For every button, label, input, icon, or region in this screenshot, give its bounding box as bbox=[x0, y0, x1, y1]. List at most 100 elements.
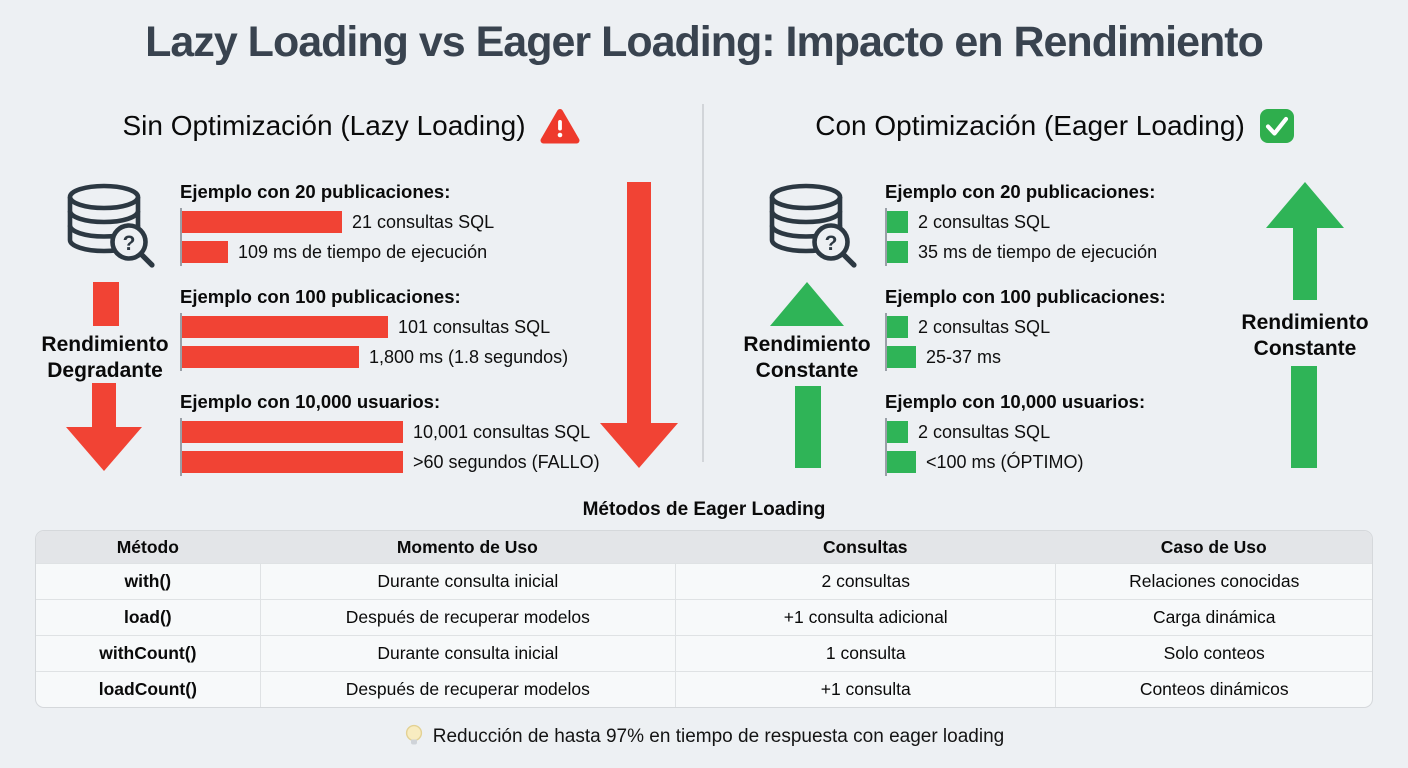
table-cell: +1 consulta bbox=[675, 671, 1056, 707]
red-bar bbox=[182, 421, 403, 443]
svg-text:?: ? bbox=[825, 232, 838, 255]
big-down-arrow-icon bbox=[600, 182, 678, 468]
column-header: Consultas bbox=[675, 531, 1056, 563]
bar-row: 25-37 ms bbox=[887, 346, 1166, 368]
right-panel-heading: Con Optimización (Eager Loading) bbox=[815, 110, 1245, 141]
left-side-label: Rendimiento Degradante bbox=[14, 332, 196, 384]
bar-label: >60 segundos (FALLO) bbox=[413, 451, 600, 472]
bar-row: 2 consultas SQL bbox=[887, 211, 1157, 233]
table-cell: Carga dinámica bbox=[1055, 599, 1372, 635]
table-cell: 2 consultas bbox=[675, 563, 1056, 599]
bar-label: 109 ms de tiempo de ejecución bbox=[238, 241, 488, 262]
eager-methods-table: Método Momento de Uso Consultas Caso de … bbox=[35, 530, 1373, 708]
check-mark-icon bbox=[1259, 108, 1295, 144]
bar-group: 21 consultas SQL 109 ms de tiempo de eje… bbox=[180, 208, 494, 266]
bar-label: 35 ms de tiempo de ejecución bbox=[918, 241, 1158, 262]
big-up-arrow-lower-shaft bbox=[1291, 366, 1317, 468]
table-cell: 1 consulta bbox=[675, 635, 1056, 671]
footer-note: Reducción de hasta 97% en tiempo de resp… bbox=[0, 724, 1408, 750]
panel-divider bbox=[702, 104, 704, 462]
bar-label: 101 consultas SQL bbox=[398, 316, 551, 337]
green-bar bbox=[887, 346, 916, 368]
table-cell-method: withCount() bbox=[36, 635, 260, 671]
table-cell: Solo conteos bbox=[1055, 635, 1372, 671]
bar-label: 2 consultas SQL bbox=[918, 316, 1051, 337]
page-title: Lazy Loading vs Eager Loading: Impacto e… bbox=[0, 18, 1408, 67]
bar-row: 2 consultas SQL bbox=[887, 421, 1145, 443]
right-side-label-line1: Rendimiento bbox=[743, 333, 871, 356]
green-bar bbox=[887, 241, 908, 263]
red-bar bbox=[182, 316, 388, 338]
eager-example-10000: Ejemplo con 10,000 usuarios: 2 consultas… bbox=[885, 391, 1145, 476]
table-row: loadCount() Después de recuperar modelos… bbox=[36, 671, 1372, 707]
green-bar bbox=[887, 316, 908, 338]
table-cell: Después de recuperar modelos bbox=[259, 599, 675, 635]
table-row: load() Después de recuperar modelos +1 c… bbox=[36, 599, 1372, 635]
table-cell-method: with() bbox=[36, 563, 260, 599]
table-cell: +1 consulta adicional bbox=[675, 599, 1056, 635]
bar-group: 101 consultas SQL 1,800 ms (1.8 segundos… bbox=[180, 313, 568, 371]
bar-label: 25-37 ms bbox=[926, 346, 1002, 367]
example-heading: Ejemplo con 10,000 usuarios: bbox=[180, 391, 441, 412]
bar-row: 101 consultas SQL bbox=[182, 316, 568, 338]
bar-row: 109 ms de tiempo de ejecución bbox=[182, 241, 494, 263]
column-header: Momento de Uso bbox=[259, 531, 675, 563]
svg-text:?: ? bbox=[123, 232, 136, 255]
table-cell-method: load() bbox=[36, 599, 260, 635]
left-panel-header: Sin Optimización (Lazy Loading) bbox=[0, 104, 702, 148]
right-panel-header: Con Optimización (Eager Loading) bbox=[704, 104, 1406, 148]
example-heading: Ejemplo con 100 publicaciones: bbox=[885, 286, 1166, 307]
database-search-icon: ? bbox=[58, 182, 158, 268]
example-heading: Ejemplo con 100 publicaciones: bbox=[180, 286, 461, 307]
right-side-label: Rendimiento Constante bbox=[716, 332, 898, 384]
constant-arrow-shaft bbox=[795, 386, 821, 468]
bar-group: 2 consultas SQL 25-37 ms bbox=[885, 313, 1166, 371]
green-bar bbox=[887, 451, 916, 473]
bar-label: 2 consultas SQL bbox=[918, 421, 1051, 442]
lazy-example-20: Ejemplo con 20 publicaciones: 21 consult… bbox=[180, 181, 494, 266]
eager-example-100: Ejemplo con 100 publicaciones: 2 consult… bbox=[885, 286, 1166, 371]
bar-label: <100 ms (ÓPTIMO) bbox=[926, 451, 1084, 472]
green-bar bbox=[887, 421, 908, 443]
table-cell: Durante consulta inicial bbox=[259, 635, 675, 671]
table-header-row: Método Momento de Uso Consultas Caso de … bbox=[36, 531, 1372, 563]
bar-label: 10,001 consultas SQL bbox=[413, 421, 591, 442]
warning-triangle-icon bbox=[540, 108, 580, 145]
red-bar bbox=[182, 241, 228, 263]
lazy-example-10000: Ejemplo con 10,000 usuarios: 10,001 cons… bbox=[180, 391, 600, 476]
right-side-label-line2: Constante bbox=[755, 359, 859, 382]
example-heading: Ejemplo con 10,000 usuarios: bbox=[885, 391, 1146, 412]
page-title-light: Lazy Loading vs bbox=[145, 18, 476, 66]
page-title-bold: Eager Loading: Impacto en Rendimiento bbox=[475, 18, 1264, 66]
bar-group: 10,001 consultas SQL >60 segundos (FALLO… bbox=[180, 418, 600, 476]
bar-label: 2 consultas SQL bbox=[918, 211, 1051, 232]
up-arrowhead-icon bbox=[770, 282, 844, 326]
table-cell: Conteos dinámicos bbox=[1055, 671, 1372, 707]
right-arrow-label-line1: Rendimiento bbox=[1241, 311, 1369, 334]
bar-row: 21 consultas SQL bbox=[182, 211, 494, 233]
example-heading: Ejemplo con 20 publicaciones: bbox=[180, 181, 451, 202]
bar-label: 21 consultas SQL bbox=[352, 211, 495, 232]
table-body: with() Durante consulta inicial 2 consul… bbox=[36, 563, 1372, 707]
bar-row: <100 ms (ÓPTIMO) bbox=[887, 451, 1145, 473]
green-bar bbox=[887, 211, 908, 233]
table-cell: Relaciones conocidas bbox=[1055, 563, 1372, 599]
lightbulb-icon bbox=[404, 724, 424, 750]
bar-row: 10,001 consultas SQL bbox=[182, 421, 600, 443]
bar-row: 2 consultas SQL bbox=[887, 316, 1166, 338]
bar-label: 1,800 ms (1.8 segundos) bbox=[369, 346, 569, 367]
database-search-icon: ? bbox=[760, 182, 860, 268]
red-bar bbox=[182, 211, 342, 233]
table-row: withCount() Durante consulta inicial 1 c… bbox=[36, 635, 1372, 671]
bar-row: >60 segundos (FALLO) bbox=[182, 451, 600, 473]
bar-group: 2 consultas SQL <100 ms (ÓPTIMO) bbox=[885, 418, 1145, 476]
right-arrow-label-line2: Constante bbox=[1253, 337, 1357, 360]
column-header: Caso de Uso bbox=[1055, 531, 1372, 563]
left-side-label-line2: Degradante bbox=[47, 359, 163, 382]
right-arrow-label: Rendimiento Constante bbox=[1214, 310, 1396, 362]
bar-group: 2 consultas SQL 35 ms de tiempo de ejecu… bbox=[885, 208, 1157, 266]
footer-text: Reducción de hasta 97% en tiempo de resp… bbox=[432, 726, 1005, 747]
example-heading: Ejemplo con 20 publicaciones: bbox=[885, 181, 1156, 202]
big-up-arrow-icon bbox=[1266, 182, 1344, 300]
